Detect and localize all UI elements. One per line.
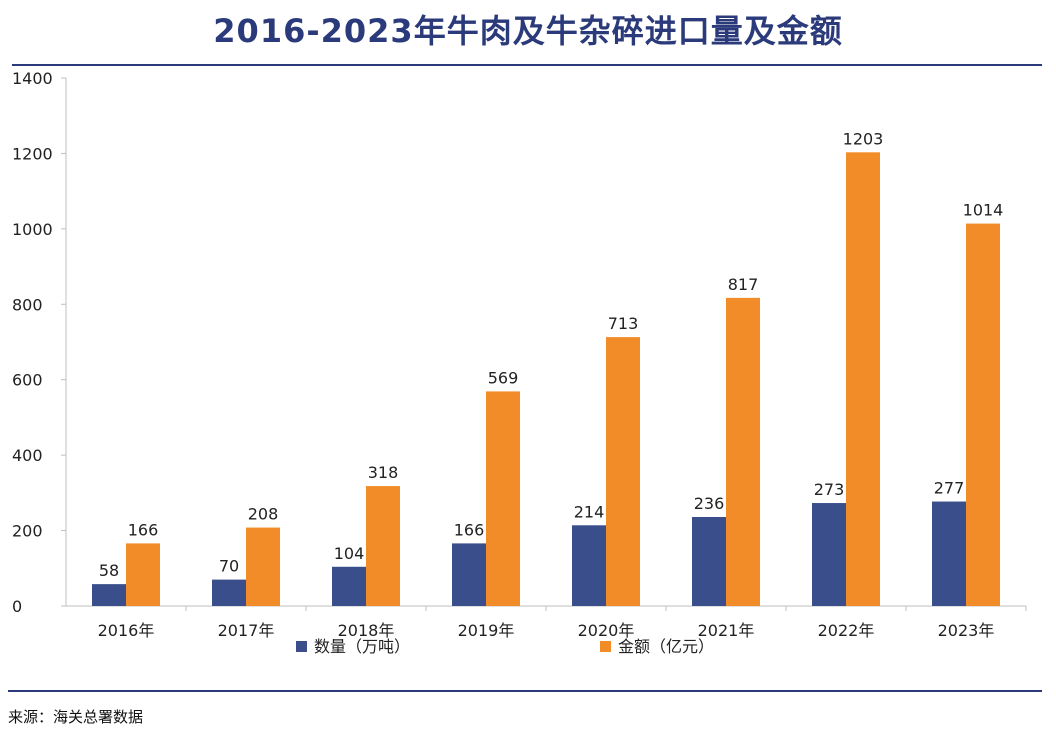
data-label: 1014 — [963, 201, 1004, 220]
bar-volume — [212, 579, 246, 606]
data-label: 318 — [368, 463, 399, 482]
x-tick-label: 2020年 — [578, 621, 635, 640]
data-label: 1203 — [843, 129, 884, 148]
y-tick-label: 1200 — [12, 144, 53, 163]
bar-amount — [726, 297, 760, 606]
bar-amount — [486, 391, 520, 606]
x-tick-label: 2021年 — [698, 621, 755, 640]
y-tick-label: 200 — [12, 522, 43, 541]
data-label: 236 — [694, 494, 725, 513]
bar-amount — [966, 223, 1000, 606]
data-label: 817 — [728, 275, 759, 294]
y-tick-label: 0 — [12, 597, 22, 616]
legend-swatch — [600, 641, 611, 652]
x-tick-label: 2018年 — [338, 621, 395, 640]
x-tick-label: 2023年 — [938, 621, 995, 640]
data-label: 569 — [488, 368, 519, 387]
y-tick-label: 400 — [12, 446, 43, 465]
data-label: 70 — [219, 557, 239, 576]
source-note: 来源：海关总署数据 — [8, 708, 144, 726]
bar-amount — [846, 152, 880, 606]
x-tick-label: 2017年 — [218, 621, 275, 640]
data-label: 166 — [454, 520, 485, 539]
bar-amount — [126, 543, 160, 606]
bars: 58 166 70 208 104 318 166 569 214 713 236 817 273 120… — [92, 129, 1003, 606]
data-label: 713 — [608, 314, 639, 333]
y-tick-label: 600 — [12, 371, 43, 390]
bar-amount — [366, 486, 400, 606]
footer-divider — [8, 690, 1042, 692]
bar-volume — [92, 584, 126, 606]
legend: 数量（万吨） 金额（亿元） — [296, 637, 714, 656]
legend-label: 数量（万吨） — [314, 637, 410, 656]
bar-volume — [932, 501, 966, 606]
bar-amount — [246, 527, 280, 606]
bar-chart: 0 200 400 600 800 1000 1200 1400 2016年 2017年 2018年… — [12, 69, 1027, 656]
bar-volume — [452, 543, 486, 606]
title-divider — [12, 64, 1042, 66]
y-tick-label: 800 — [12, 295, 43, 314]
data-label: 277 — [934, 479, 965, 498]
data-label: 58 — [99, 561, 119, 580]
x-tick-label: 2019年 — [458, 621, 515, 640]
x-tick-label: 2016年 — [98, 621, 155, 640]
y-tick-label: 1000 — [12, 220, 53, 239]
bar-volume — [812, 503, 846, 606]
legend-swatch — [296, 641, 307, 652]
bar-volume — [572, 525, 606, 606]
bar-amount — [606, 337, 640, 606]
chart-title: 2016-2023年牛肉及牛杂碎进口量及金额 — [213, 12, 843, 50]
data-label: 214 — [574, 502, 605, 521]
x-tick-label: 2022年 — [818, 621, 875, 640]
legend-label: 金额（亿元） — [618, 637, 714, 656]
data-label: 208 — [248, 505, 279, 524]
y-tick-label: 1400 — [12, 69, 53, 88]
axes: 0 200 400 600 800 1000 1200 1400 2016年 2017年 2018年… — [12, 69, 1027, 640]
data-label: 166 — [128, 520, 159, 539]
bar-volume — [692, 516, 726, 606]
data-label: 273 — [814, 480, 845, 499]
bar-volume — [332, 566, 366, 606]
data-label: 104 — [334, 544, 365, 563]
